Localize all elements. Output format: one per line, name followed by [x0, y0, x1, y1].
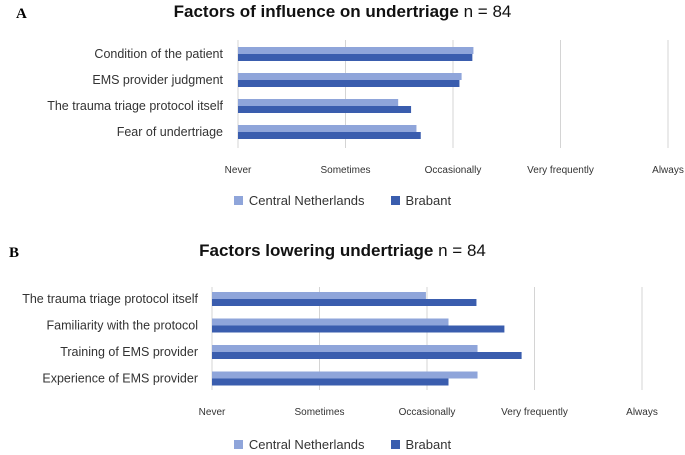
bar-brabant [238, 132, 421, 139]
x-tick-label: Very frequently [501, 407, 568, 418]
chart-title-b: Factors lowering undertriage n = 84 [0, 241, 685, 261]
legend-label: Brabant [405, 193, 452, 208]
x-tick-label: Sometimes [320, 165, 370, 176]
x-tick-label: Sometimes [294, 407, 344, 418]
chart-a-plot: Never Sometimes Occasionally Very frequentl… [47, 40, 684, 176]
category-label: The trauma triage protocol itself [47, 99, 223, 113]
category-label: Experience of EMS provider [42, 372, 198, 386]
legend-swatch-icon [233, 196, 243, 205]
x-tick-label: Very frequently [527, 165, 594, 176]
category-label: Condition of the patient [94, 47, 223, 61]
chart-title-b-main: Factors lowering undertriage [199, 241, 434, 260]
x-tick-label: Always [626, 407, 658, 418]
bar-brabant [238, 106, 412, 113]
legend-item-brabant-a: Brabant [390, 193, 452, 208]
legend-swatch-icon [390, 196, 400, 205]
x-tick-label: Occasionally [399, 407, 456, 418]
category-label: Familiarity with the protocol [47, 319, 198, 333]
bar-brabant [212, 299, 477, 306]
category-label: Training of EMS provider [60, 345, 198, 359]
x-tick-label: Occasionally [425, 165, 482, 176]
panel-letter-b: B [9, 245, 20, 261]
chart-b-legend: Central Netherlands Brabant [0, 437, 685, 452]
chart-title-a: Factors of influence on undertriage n = … [0, 2, 685, 22]
bar-central-netherlands [238, 125, 417, 132]
bar-central-netherlands [238, 73, 462, 80]
legend-swatch-icon [233, 440, 243, 449]
legend-item-brabant-b: Brabant [390, 437, 452, 452]
bar-central-netherlands [212, 318, 449, 326]
bar-brabant [238, 80, 460, 87]
chart-title-a-main: Factors of influence on undertriage [173, 2, 459, 21]
bar-brabant [238, 54, 473, 61]
legend-label: Central Netherlands [248, 437, 365, 452]
x-tick-label: Never [199, 407, 226, 418]
bar-brabant [212, 325, 505, 333]
legend-item-central-netherlands-a: Central Netherlands [233, 193, 365, 208]
legend-label: Brabant [405, 437, 452, 452]
bar-central-netherlands [238, 47, 474, 54]
bar-central-netherlands [212, 292, 426, 299]
x-tick-label: Never [225, 165, 252, 176]
bar-central-netherlands [212, 345, 478, 352]
chart-b-plot: Never Sometimes Occasionally Very frequentl… [22, 287, 658, 418]
bar-central-netherlands [212, 371, 478, 379]
category-label: Fear of undertriage [117, 125, 223, 139]
legend-item-central-netherlands-b: Central Netherlands [233, 437, 365, 452]
x-tick-label: Always [652, 165, 684, 176]
bar-brabant [212, 378, 449, 386]
bar-brabant [212, 352, 522, 359]
legend-swatch-icon [390, 440, 400, 449]
category-label: EMS provider judgment [92, 73, 223, 87]
chart-a-legend: Central Netherlands Brabant [0, 193, 685, 208]
bar-central-netherlands [238, 99, 399, 106]
legend-label: Central Netherlands [248, 193, 365, 208]
chart-title-b-n: n = 84 [438, 241, 486, 260]
category-label: The trauma triage protocol itself [22, 292, 198, 306]
panel-letter-a: A [16, 6, 27, 22]
chart-title-a-n: n = 84 [463, 2, 512, 21]
